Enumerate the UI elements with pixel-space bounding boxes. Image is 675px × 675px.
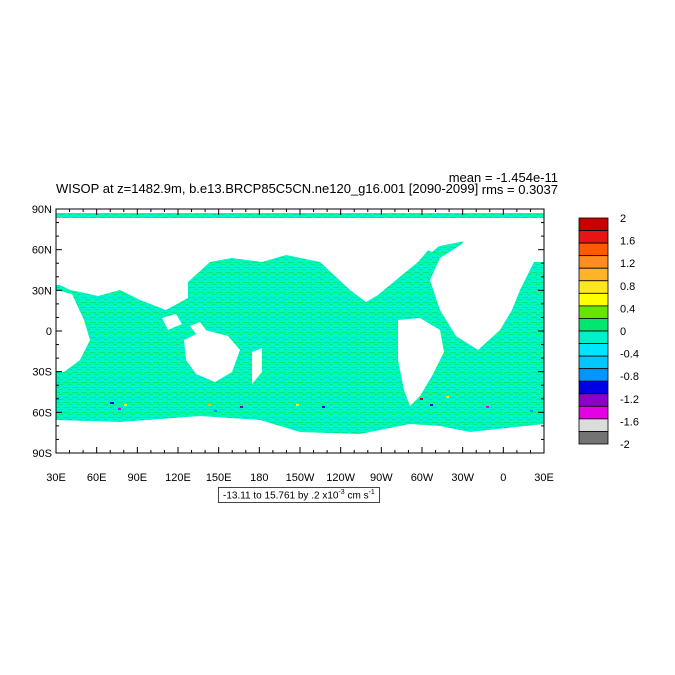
lon-label: 60W (411, 472, 434, 484)
latitude-ticks: 90N 60N 30N 0 30S 60S 90S (32, 204, 544, 460)
colorbar-label: -2 (620, 439, 630, 451)
lon-label: 150E (206, 472, 232, 484)
lat-label: 30N (32, 285, 52, 297)
mean-value: -1.454e-11 (496, 170, 558, 185)
colorbar-label: 2 (620, 213, 626, 225)
contour-info-box: -13.11 to 15.761 by .2 x10-3 cm s-1 (218, 487, 380, 504)
colorbar-label: -1.2 (620, 394, 639, 406)
colorbar-label: 1.2 (620, 258, 635, 270)
lat-label: 0 (46, 326, 52, 338)
colorbar-label: 0.4 (620, 303, 635, 315)
colorbar-swatch (578, 418, 609, 432)
mean-label: mean = (448, 170, 493, 185)
lat-label: 30S (32, 367, 52, 379)
colorbar-swatch (578, 318, 609, 332)
southern-ocean-speckle (110, 396, 533, 412)
longitude-ticks: 30E 60E 90E 120E 150E 180 150W 120W 90W 60W 30W 0 30… (46, 209, 554, 484)
lon-label: 30W (451, 472, 474, 484)
colorbar-label: -0.4 (620, 349, 639, 361)
colorbar-swatch (578, 255, 609, 269)
mean-stat: mean = -1.454e-11 (449, 170, 558, 185)
contour-unit: cm s (344, 490, 369, 502)
lon-label: 30E (534, 472, 554, 484)
colorbar-swatch (578, 242, 609, 257)
lon-label: 120E (165, 472, 191, 484)
colorbar-swatch (578, 217, 609, 231)
plot-title: WISOP at z=1482.9m, b.e13.BRCP85C5CN.ne1… (56, 181, 479, 196)
colorbar-swatch (578, 431, 609, 445)
lon-label: 180 (250, 472, 268, 484)
colorbar-swatch (578, 355, 609, 370)
ocean-field (56, 209, 544, 453)
lat-label: 60S (32, 407, 52, 419)
lon-label: 90E (128, 472, 148, 484)
colorbar-label: -1.6 (620, 416, 639, 428)
colorbar-label: 0 (620, 326, 626, 338)
colorbar-swatch (578, 292, 609, 307)
lat-label: 90S (32, 448, 52, 460)
colorbar-swatch (578, 280, 609, 294)
lat-label: 60N (32, 245, 52, 257)
colorbar-label: 1.6 (620, 236, 635, 248)
lon-label: 60E (87, 472, 107, 484)
rms-stat: rms = 0.3037 (482, 182, 558, 197)
colorbar-swatch (578, 267, 609, 282)
contour-unit-exponent: -1 (368, 489, 375, 496)
colorbar-swatch (578, 305, 609, 319)
colorbar-label: 0.8 (620, 281, 635, 293)
rms-value: 0.3037 (518, 182, 558, 197)
contour-exponent: -3 (338, 489, 345, 496)
colorbar-swatch (578, 405, 609, 420)
rms-label: rms = (481, 182, 515, 197)
colorbar-swatch (578, 368, 609, 382)
lon-label: 30E (46, 472, 66, 484)
lon-label: 120W (326, 472, 355, 484)
colorbar-label: -0.8 (620, 371, 639, 383)
contour-range: -13.11 to 15.761 by .2 x10 (223, 490, 339, 502)
lat-label: 90N (32, 204, 52, 216)
colorbar-swatch (578, 393, 609, 407)
lon-label: 90W (370, 472, 393, 484)
colorbar-swatch (578, 380, 609, 395)
lon-label: 150W (286, 472, 315, 484)
colorbar-swatch (578, 330, 609, 344)
colorbar: 2 1.6 1.2 0.8 0.4 0 -0.4 -0.8 -1.2 -1.6 -2 (578, 213, 639, 451)
colorbar-swatch (578, 230, 609, 244)
colorbar-swatch (578, 343, 609, 357)
land-mask (56, 209, 544, 453)
lon-label: 0 (500, 472, 506, 484)
